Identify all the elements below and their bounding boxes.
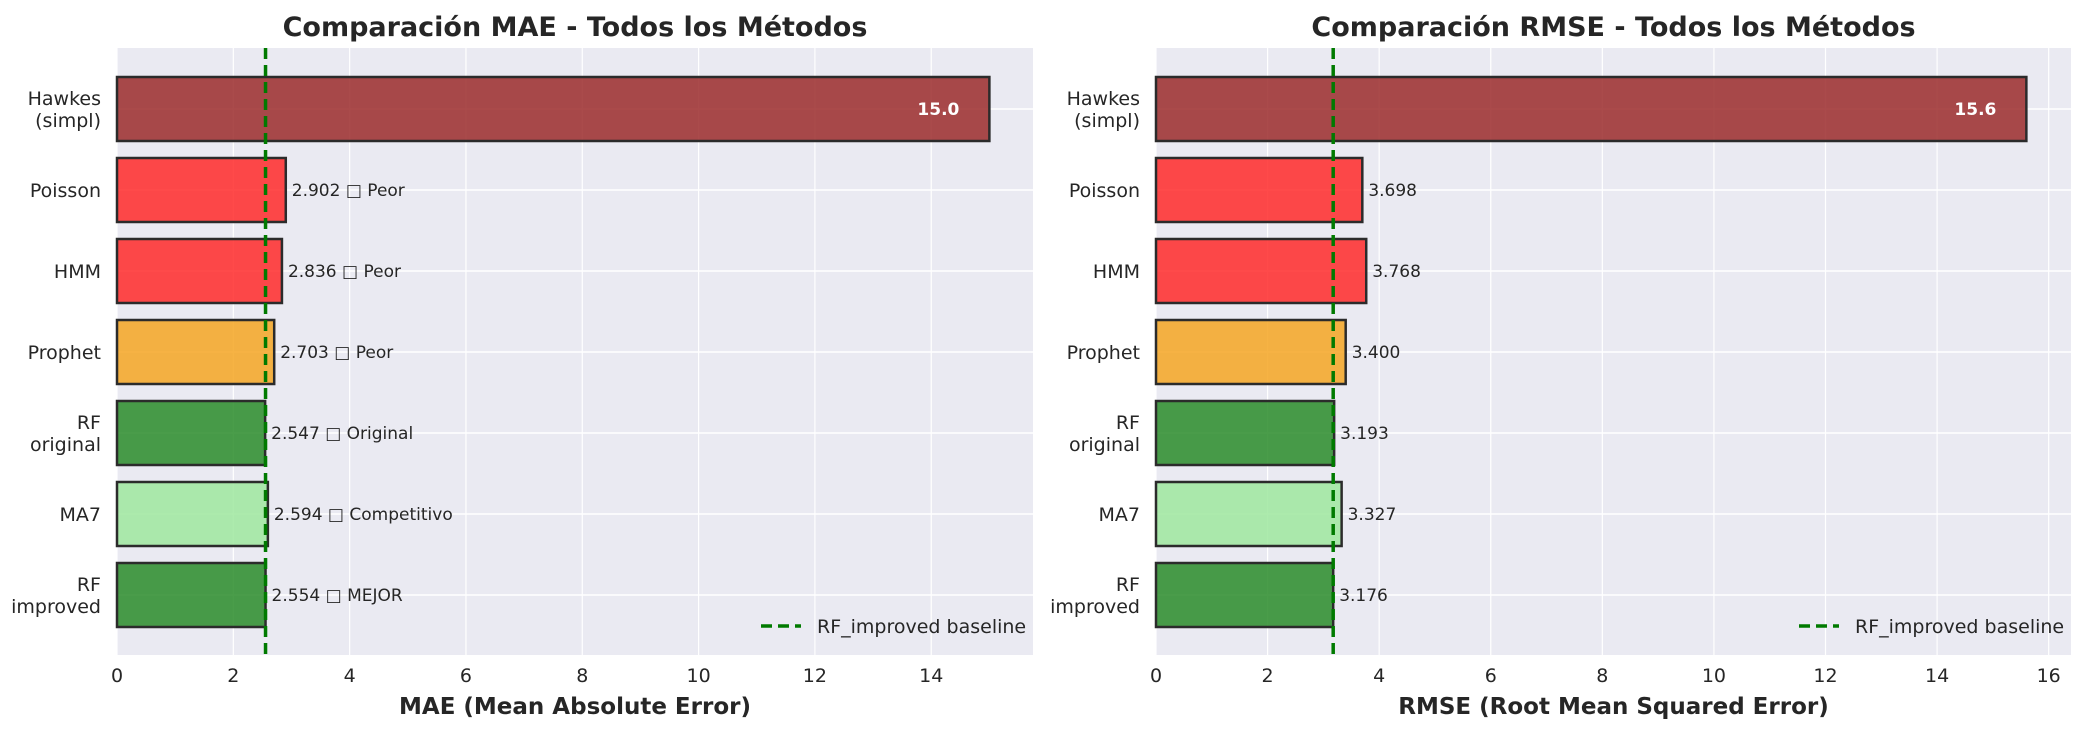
rmse-bar [1154,156,1364,224]
rmse-bar [1154,480,1343,548]
rmse-bar [1154,399,1336,467]
mae-x-tick-label: 10 [686,665,710,687]
mae-data-label: 15.0 [917,100,959,120]
mae-data-label: 2.547 □ Original [271,424,413,444]
rmse-data-label: 3.698 [1368,181,1417,201]
mae-x-tick-label: 6 [460,665,472,687]
mae-data-label: 2.902 □ Peor [292,181,405,201]
mae-x-axis-label: MAE (Mean Absolute Error) [399,694,751,720]
rmse-data-label: 3.400 [1352,343,1401,363]
rmse-x-tick-label: 2 [1262,665,1274,687]
rmse-chart: 15.6 3.698 3.768 3.400 3.193 3.327 3.176 Hawkes… [1050,12,2071,720]
rmse-data-label: 3.768 [1372,262,1421,282]
rmse-x-tick-label: 14 [1925,665,1949,687]
rmse-category-label: RF improved [1050,574,1140,618]
mae-bar [115,156,288,224]
mae-bar [115,480,270,548]
rmse-category-label: Poisson [1069,180,1140,202]
rmse-bar [1154,561,1335,629]
mae-x-tick-label: 4 [344,665,356,687]
rmse-x-tick-label: 4 [1373,665,1385,687]
rmse-x-tick-label: 16 [2037,665,2061,687]
mae-bar [115,318,276,386]
mae-data-label: 2.554 □ MEJOR [272,586,403,606]
rmse-data-label: 3.176 [1339,586,1388,606]
mae-legend: RF_improved baseline [761,616,1026,638]
rmse-data-label: 3.327 [1348,505,1397,525]
rmse-x-tick-label: 6 [1485,665,1497,687]
mae-category-label: Prophet [28,342,101,364]
rmse-category-label: MA7 [1099,504,1140,526]
mae-chart-title: Comparación MAE - Todos los Métodos [283,12,868,43]
mae-data-label: 2.836 □ Peor [288,262,401,282]
mae-x-tick-label: 0 [111,665,123,687]
rmse-bar [1154,237,1368,305]
mae-category-label: HMM [54,261,101,283]
rmse-category-label: HMM [1093,261,1140,283]
mae-category-label: RF original [30,412,101,456]
mae-category-label: Poisson [30,180,101,202]
rmse-data-label: 3.193 [1340,424,1389,444]
rmse-x-axis-label: RMSE (Root Mean Squared Error) [1398,694,1829,720]
mae-data-label: 2.703 □ Peor [280,343,393,363]
mae-x-tick-label: 14 [919,665,943,687]
rmse-bar [1154,75,2028,143]
rmse-chart-title: Comparación RMSE - Todos los Métodos [1311,12,1915,43]
rmse-data-label: 15.6 [1954,100,1996,120]
mae-category-label: Hawkes (simpl) [28,88,101,132]
mae-data-label: 2.594 □ Competitivo [274,505,453,525]
rmse-x-tick-label: 10 [1702,665,1726,687]
mae-bar [115,237,284,305]
rmse-category-label: RF original [1069,412,1140,456]
mae-gridlines [116,48,1033,655]
rmse-x-tick-label: 8 [1596,665,1608,687]
mae-x-tick-label: 12 [803,665,827,687]
rmse-category-label: Hawkes (simpl) [1067,88,1140,132]
mae-bar [115,75,991,143]
mae-chart: 15.0 2.902 □ Peor 2.836 □ Peor 2.703 □ Peor… [11,12,1033,720]
mae-legend-label: RF_improved baseline [817,616,1026,638]
mae-category-label: MA7 [60,504,101,526]
rmse-legend-label: RF_improved baseline [1855,616,2064,638]
mae-bar [115,561,267,629]
rmse-legend: RF_improved baseline [1799,616,2064,638]
mae-x-tick-label: 8 [576,665,588,687]
rmse-bar [1154,318,1347,386]
mae-x-tick-label: 2 [227,665,239,687]
mae-bar [115,399,267,467]
rmse-category-label: Prophet [1067,342,1140,364]
rmse-x-tick-label: 12 [1813,665,1837,687]
mae-category-label: RF improved [11,574,101,618]
rmse-x-tick-label: 0 [1150,665,1162,687]
